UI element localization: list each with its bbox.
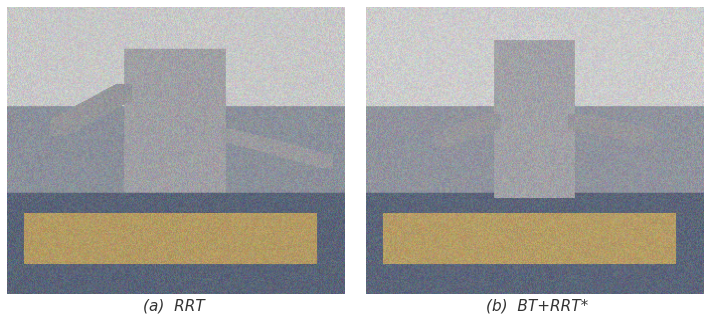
Text: (b)  BT+RRT*: (b) BT+RRT* (486, 299, 588, 314)
Text: (a)  RRT: (a) RRT (144, 299, 205, 314)
